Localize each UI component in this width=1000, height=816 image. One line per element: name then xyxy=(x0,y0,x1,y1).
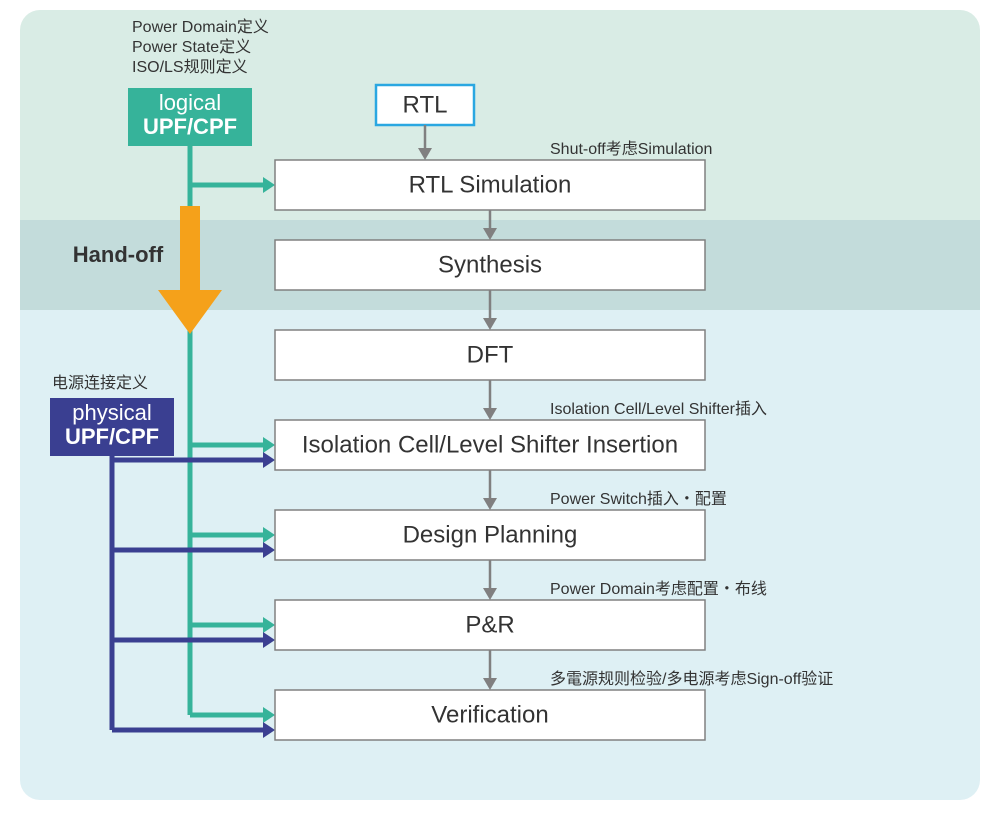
note-dp: Power Switch插入・配置 xyxy=(550,490,727,508)
handoff-label: Hand-off xyxy=(73,242,164,267)
diagram-svg: Hand-off RTL Shut-off考虑Simulation RTL Simul… xyxy=(0,0,1000,816)
logical-note-2: ISO/LS规则定义 xyxy=(132,58,248,76)
note-pr: Power Domain考虑配置・布线 xyxy=(550,580,767,598)
logical-note-1: Power State定义 xyxy=(132,38,251,56)
logical-badge-line1: logical xyxy=(159,90,221,115)
flow-label-pr: P&R xyxy=(465,611,514,638)
physical-note-0: 电源连接定义 xyxy=(52,374,148,392)
rtl-label: RTL xyxy=(403,91,448,118)
flow-label-dft: DFT xyxy=(467,341,514,368)
flow-label-dp: Design Planning xyxy=(403,521,578,548)
logical-badge-line2: UPF/CPF xyxy=(143,114,237,139)
diagram-stage: Hand-off RTL Shut-off考虑Simulation RTL Simul… xyxy=(0,0,1000,816)
note-ver: 多電源规则检验/多电源考虑Sign-off验证 xyxy=(550,670,833,688)
flow-label-synth: Synthesis xyxy=(438,251,542,278)
note-rtlsim: Shut-off考虑Simulation xyxy=(550,140,712,158)
flow-label-rtlsim: RTL Simulation xyxy=(409,171,572,198)
physical-badge-line1: physical xyxy=(72,400,151,425)
logical-note-0: Power Domain定义 xyxy=(132,18,269,36)
physical-badge-line2: UPF/CPF xyxy=(65,424,159,449)
flow-label-ver: Verification xyxy=(431,701,548,728)
flow-label-iso: Isolation Cell/Level Shifter Insertion xyxy=(302,431,678,458)
note-iso: Isolation Cell/Level Shifter插入 xyxy=(550,400,767,418)
